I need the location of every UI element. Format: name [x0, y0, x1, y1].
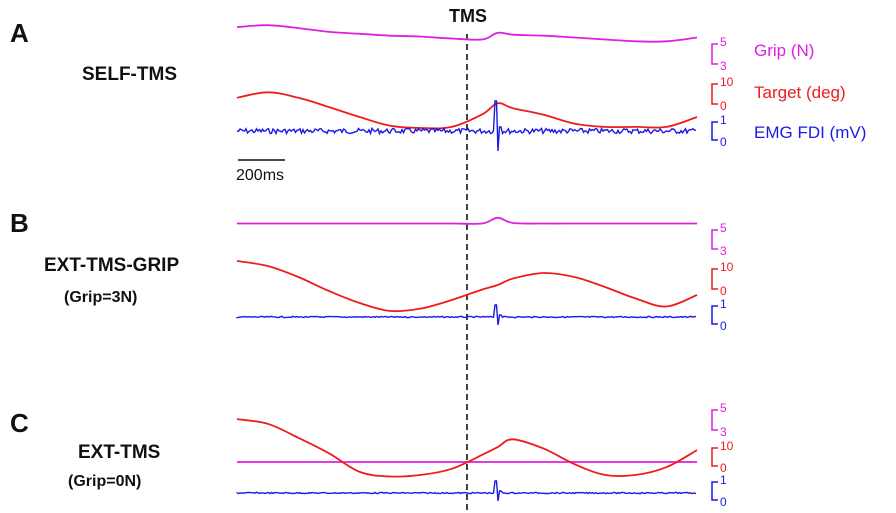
panel-a-letter: A	[10, 18, 29, 48]
panel-a-condition: SELF-TMS	[82, 64, 177, 85]
scale-top-label: 5	[720, 221, 727, 235]
scale-bracket-emg-panel-a: 10	[711, 113, 727, 149]
scale-bottom-label: 3	[720, 244, 727, 258]
scale-bracket-line	[711, 229, 718, 250]
trace-target-panel-b	[236, 260, 698, 313]
tms-marker-label: TMS	[449, 6, 487, 26]
scale-bracket-grip-panel-a: 53	[711, 35, 727, 73]
trace-layer	[236, 24, 698, 502]
trace-grip-panel-a	[236, 24, 698, 43]
legend-emg: EMG FDI (mV)	[754, 123, 866, 142]
scale-bracket-line	[711, 447, 718, 467]
scale-top-label: 10	[720, 260, 734, 274]
panel-c-condition: EXT-TMS	[78, 442, 160, 463]
scale-bracket-grip-panel-b: 53	[711, 221, 727, 258]
panel-b-condition: EXT-TMS-GRIP	[44, 255, 179, 276]
scale-bottom-label: 0	[720, 135, 727, 149]
trace-emg-panel-b	[236, 304, 697, 326]
scale-bracket-emg-panel-c: 10	[711, 473, 727, 509]
trace-emg-panel-a	[236, 100, 696, 152]
scale-bottom-label: 0	[720, 461, 727, 475]
scale-bracket-target-panel-b: 10 0	[711, 260, 734, 298]
scale-bracket-line	[711, 481, 718, 501]
legend-grip: Grip (N)	[754, 41, 814, 60]
panel-b-subtitle: (Grip=3N)	[64, 289, 137, 306]
scale-bracket-grip-panel-c: 53	[711, 401, 727, 439]
scale-top-label: 1	[720, 473, 727, 487]
scale-bracket-target-panel-a: 10 0	[711, 75, 734, 113]
scale-bracket-line	[711, 268, 718, 290]
panel-c-letter: C	[10, 408, 29, 438]
scale-top-label: 1	[720, 297, 727, 311]
scale-bracket-line	[711, 121, 718, 141]
trace-target-panel-a	[236, 91, 698, 130]
scale-bracket-line	[711, 43, 718, 65]
scale-bottom-label: 3	[720, 425, 727, 439]
panel-b-letter: B	[10, 208, 29, 238]
scale-top-label: 10	[720, 439, 734, 453]
trace-target-panel-c	[236, 418, 698, 478]
panel-c-subtitle: (Grip=0N)	[68, 473, 141, 490]
scale-bottom-label: 0	[720, 319, 727, 333]
scale-bracket-line	[711, 409, 718, 431]
scale-bracket-line	[711, 83, 718, 105]
trace-grip-panel-b	[237, 216, 697, 225]
legend-target: Target (deg)	[754, 83, 846, 102]
scale-bottom-label: 3	[720, 59, 727, 73]
scale-bracket-target-panel-c: 10 0	[711, 439, 734, 475]
scale-bottom-label: 0	[720, 495, 727, 509]
scale-bracket-emg-panel-b: 10	[711, 297, 727, 333]
scale-bottom-label: 0	[720, 99, 727, 113]
time-scalebar-label: 200ms	[236, 167, 284, 184]
scale-top-label: 5	[720, 35, 727, 49]
scale-bracket-line	[711, 305, 718, 325]
scale-top-label: 1	[720, 113, 727, 127]
scale-top-label: 5	[720, 401, 727, 415]
scale-bottom-label: 0	[720, 284, 727, 298]
scale-top-label: 10	[720, 75, 734, 89]
trace-emg-panel-c	[236, 480, 697, 502]
